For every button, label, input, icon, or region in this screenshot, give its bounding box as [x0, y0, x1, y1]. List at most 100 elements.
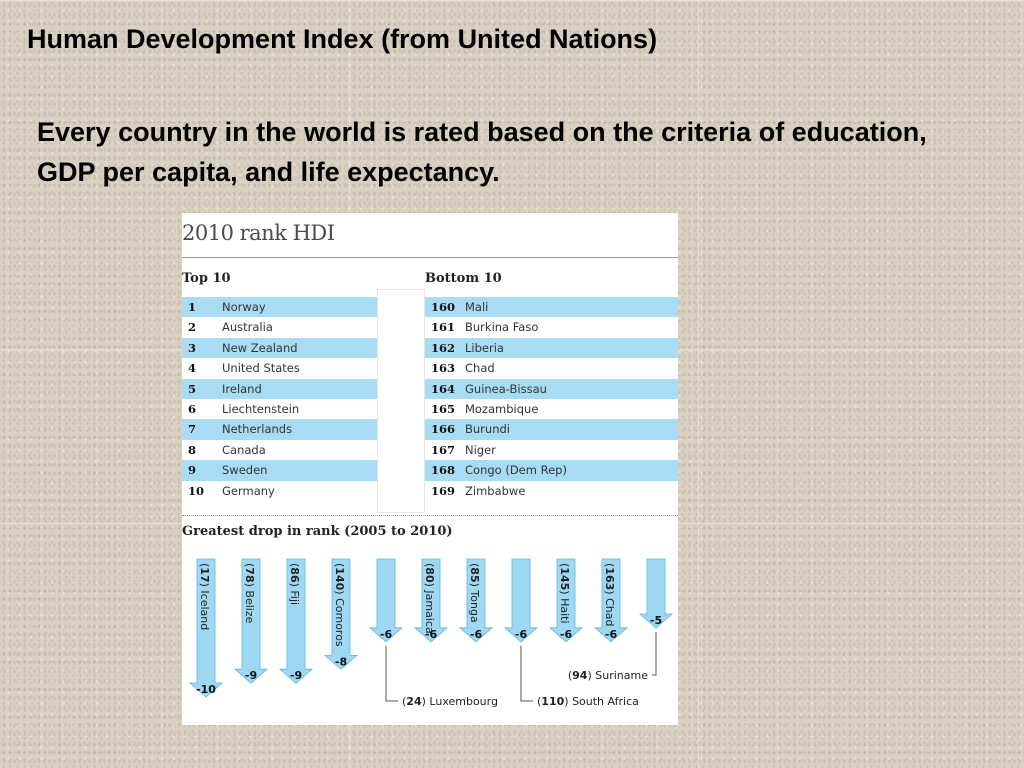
rank-2010: 86: [288, 567, 301, 583]
rank-number: 161: [431, 320, 456, 335]
callout-label: (24) Luxembourg: [402, 695, 498, 708]
country-name: Tonga: [468, 589, 481, 622]
drop-arrow-shape: [323, 558, 359, 670]
country-name: Mali: [465, 300, 489, 314]
table-row: 163 Chad: [425, 358, 678, 378]
table-row: 162 Liberia: [425, 337, 678, 359]
bracket: ): [333, 590, 346, 598]
rank-number: 8: [188, 442, 197, 457]
drop-arrow: -9 (86) Fiji: [278, 558, 314, 684]
drop-arrow-shape: [638, 558, 674, 629]
rank-number: 9: [188, 463, 197, 478]
drop-value-label: -5: [650, 614, 662, 627]
rank-number: 10: [188, 483, 205, 498]
table-row: 9 Sweden: [182, 460, 382, 481]
table-row: 6 Liechtenstein: [182, 399, 382, 419]
drop-value-label: -8: [335, 655, 347, 668]
drop-arrow-shape: [548, 558, 584, 643]
section-divider: [182, 515, 678, 516]
drop-value-label: -6: [605, 628, 618, 641]
bracket: (: [243, 563, 256, 567]
drop-arrow-shape: [368, 558, 404, 643]
country-name: Jamaica: [423, 589, 436, 633]
rank-2010: 80: [423, 567, 436, 583]
country-name: Norway: [222, 300, 266, 314]
rank-number: 4: [188, 361, 197, 376]
country-name: Luxembourg: [429, 695, 498, 708]
country-name: South Africa: [572, 695, 639, 708]
country-name: Haiti: [558, 598, 571, 623]
table-row: 165 Mozambique: [425, 399, 678, 419]
rank-number: 7: [188, 422, 197, 437]
drop-arrow: -5 (94) Suriname: [568, 558, 674, 682]
drop-arrow-shape: [233, 558, 269, 684]
country-name: New Zealand: [222, 340, 298, 355]
bracket: (: [423, 563, 436, 567]
bottom10-table: 160 Mali 161 Burkina Faso 162 Liberia 163 Chad 1…: [425, 297, 678, 501]
callout-label: (110) South Africa: [537, 695, 639, 708]
rank-number: 164: [431, 381, 456, 396]
table-row: 5 Ireland: [182, 378, 382, 399]
country-drop-label: (140) Comoros: [333, 563, 346, 647]
country-name: Liberia: [465, 340, 504, 355]
drop-arrow-shape: [593, 558, 629, 643]
country-name: Netherlands: [222, 422, 293, 437]
country-drop-label: (145) Haiti: [558, 563, 571, 624]
drop-arrow-shape: [413, 558, 449, 643]
rank-number: 3: [188, 340, 197, 355]
country-name: Zimbabwe: [465, 483, 526, 498]
table-row: 166 Burundi: [425, 419, 678, 440]
panel-title: 2010 rank HDI: [182, 221, 335, 245]
slide-title: Human Development Index (from United Nat…: [27, 24, 658, 54]
country-name: Sweden: [222, 463, 268, 478]
callout-line: [652, 632, 657, 676]
drop-arrow: -10 (17) Iceland: [188, 558, 224, 698]
rank-number: 167: [431, 442, 456, 457]
rank-2010: 85: [468, 567, 481, 582]
drop-arrow: -6(80) Jamaica: [413, 558, 449, 643]
rank-2010: 24: [406, 695, 422, 708]
drop-value-label: -6: [515, 628, 528, 641]
blank-column: [377, 289, 425, 513]
table-row: 169 Zimbabwe: [425, 481, 678, 501]
drop-arrow-shape: [278, 558, 314, 684]
drop-value-label: -6: [380, 628, 393, 641]
drop-arrow-shape: [503, 558, 539, 643]
country-drop-label: (80) Jamaica: [423, 563, 436, 634]
rank-2010: 145: [558, 567, 571, 590]
drop-arrow-shape: [458, 558, 494, 643]
drop-arrow: -6 (24) Luxembourg: [368, 558, 498, 708]
title-rule: [182, 257, 678, 258]
rank-2010: 140: [333, 567, 346, 590]
table-row: 160 Mali: [425, 297, 678, 318]
drop-arrow: -6 (110) South Africa: [503, 558, 639, 708]
table-row: 161 Burkina Faso: [425, 317, 678, 337]
country-name: Liechtenstein: [222, 401, 300, 416]
table-row: 10 Germany: [182, 481, 382, 501]
country-drop-label: (17) Iceland: [198, 563, 211, 630]
country-name: Congo (Dem Rep): [465, 463, 567, 478]
drop-arrow-shape: [188, 558, 224, 698]
table-row: 8 Canada: [182, 440, 382, 460]
country-name: Burkina Faso: [465, 320, 539, 335]
bracket: ): [558, 590, 571, 598]
drop-arrow: -6 (163) Chad: [593, 558, 629, 643]
drop-value-label: -6: [470, 628, 483, 641]
drop-heading: Greatest drop in rank (2005 to 2010): [182, 524, 453, 539]
table-row: 1 Norway: [182, 297, 382, 318]
rank-number: 5: [188, 381, 197, 396]
country-name: Guinea-Bissau: [465, 381, 547, 396]
top10-table: 1 Norway 2 Australia 3 New Zealand 4 United Sta…: [182, 297, 382, 501]
drop-value-label: -9: [245, 669, 257, 682]
callout-line: [520, 645, 533, 702]
drop-arrow: -6 (85) Tonga: [458, 558, 494, 643]
country-name: Burundi: [465, 422, 510, 437]
table-row: 7 Netherlands: [182, 419, 382, 440]
bottom10-heading: Bottom 10: [425, 271, 502, 286]
drop-value-label: -6: [425, 628, 438, 641]
bracket: ): [288, 583, 301, 591]
bracket: (: [603, 563, 616, 567]
rank-number: 168: [431, 463, 456, 478]
table-row: 2 Australia: [182, 317, 382, 337]
country-name: Mozambique: [465, 401, 539, 416]
